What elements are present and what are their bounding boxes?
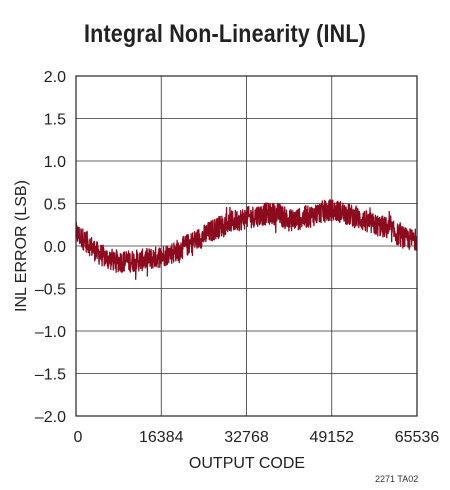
figure-reference-note: 2271 TA02 [375,474,419,484]
x-axis-label: OUTPUT CODE [189,455,305,472]
x-tick-labels: 0 16384 32768 49152 65536 [74,429,440,446]
y-tick-labels: –2.0 –1.5 –1.0 –0.5 0.0 0.5 1.0 1.5 2.0 [35,69,66,426]
chart-title: Integral Non-Linearity (INL) [84,20,366,48]
inl-series-line [75,199,418,281]
x-tick-label: 16384 [139,429,184,446]
y-tick-label: 1.0 [44,154,66,171]
x-tick-label: 32768 [224,429,269,446]
grid-lines [76,76,417,416]
series-group [75,199,418,281]
y-axis-label: INL ERROR (LSB) [13,180,30,312]
y-tick-label: –1.0 [35,324,66,341]
plot-frame [75,75,418,417]
x-tick-label: 0 [74,429,83,446]
y-tick-label: –2.0 [35,409,66,426]
y-tick-label: 0.0 [44,239,66,256]
y-tick-label: 0.5 [44,197,66,214]
y-tick-label: –0.5 [35,282,66,299]
x-tick-label: 49152 [310,429,355,446]
y-tick-label: 2.0 [44,69,66,86]
y-tick-label: –1.5 [35,367,66,384]
x-tick-label: 65536 [395,429,440,446]
y-tick-label: 1.5 [44,112,66,129]
